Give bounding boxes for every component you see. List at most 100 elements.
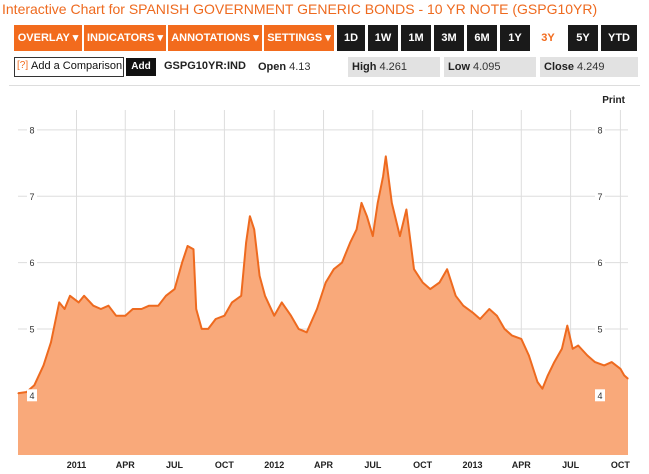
data-point [391, 202, 393, 204]
data-point [50, 341, 52, 343]
x-tick-label: APR [116, 460, 136, 470]
open-stat: Open 4.13 [254, 57, 340, 77]
data-point [611, 361, 613, 363]
close-value: 4.249 [576, 61, 605, 73]
y-tick-label-right: 5 [597, 324, 602, 334]
x-tick-label: JUL [166, 460, 184, 470]
yield-line [17, 155, 629, 395]
data-point [341, 262, 343, 264]
data-point [528, 354, 530, 357]
data-point [259, 275, 261, 277]
data-point [382, 175, 384, 177]
range-6m-button[interactable]: 6M [467, 25, 497, 51]
data-point [360, 202, 363, 204]
data-point [372, 235, 374, 237]
y-tick-label-left: 4 [29, 391, 34, 401]
x-tick-label: APR [512, 460, 532, 470]
data-point [107, 305, 110, 307]
data-point [165, 295, 167, 297]
page-title: Interactive Chart for SPANISH GOVERNMENT… [2, 1, 598, 17]
y-tick-label-right: 4 [597, 391, 602, 401]
range-1w-button[interactable]: 1W [368, 25, 398, 51]
close-stat: Close 4.249 [540, 57, 638, 77]
chart-toolbar: OVERLAY ▾ INDICATORS ▾ ANNOTATIONS ▾ SET… [14, 25, 638, 51]
low-label: Low [448, 61, 470, 73]
data-point [316, 308, 318, 310]
data-point [69, 295, 71, 297]
data-point [58, 301, 60, 303]
y-tick-label-left: 6 [29, 258, 34, 268]
data-point [561, 348, 563, 350]
data-point [306, 331, 308, 333]
range-3m-button[interactable]: 3M [434, 25, 464, 51]
data-point [192, 248, 195, 250]
print-link[interactable]: Print [602, 95, 625, 106]
y-tick-box [595, 190, 605, 203]
comparison-field[interactable]: [?] Add a Comparison [14, 57, 124, 77]
data-point [17, 392, 19, 394]
close-label: Close [544, 61, 574, 73]
data-point [356, 228, 358, 230]
range-1y-button[interactable]: 1Y [500, 25, 530, 51]
data-point [429, 288, 431, 290]
data-point [349, 242, 351, 244]
y-tick-label-left: 8 [29, 125, 34, 135]
y-tick-label-right: 7 [597, 192, 602, 202]
x-tick-label: JUL [364, 460, 382, 470]
data-point [33, 384, 35, 386]
data-point [100, 308, 102, 310]
range-1m-button[interactable]: 1M [401, 25, 431, 51]
data-point [181, 262, 183, 264]
data-point [187, 245, 189, 247]
comparison-input[interactable]: Add a Comparison [31, 60, 123, 72]
y-tick-box [595, 322, 605, 335]
data-point [42, 364, 45, 366]
data-point [446, 268, 448, 270]
data-point [140, 308, 143, 310]
x-tick-label: OCT [611, 460, 631, 470]
data-point [572, 348, 574, 350]
chart-panel [9, 85, 640, 474]
data-point [64, 308, 66, 310]
add-comparison-button[interactable]: Add [126, 58, 156, 76]
data-point [245, 242, 247, 244]
data-point [273, 315, 275, 317]
range-5y-button[interactable]: 5Y [568, 25, 598, 51]
overlay-menu-button[interactable]: OVERLAY ▾ [14, 25, 82, 51]
data-point [366, 215, 368, 217]
y-tick-box [595, 256, 605, 269]
x-tick-label: APR [314, 460, 334, 470]
y-tick-box [27, 322, 37, 335]
data-point [619, 368, 622, 370]
quote-info-row: [?] Add a Comparison Add GSPG10YR:IND Op… [14, 57, 638, 77]
data-point [215, 318, 217, 320]
y-tick-label-left: 7 [29, 192, 34, 202]
data-point [240, 295, 242, 297]
y-tick-box [595, 389, 605, 402]
data-point [479, 318, 481, 320]
range-1d-button[interactable]: 1D [337, 25, 365, 51]
y-tick-box [27, 256, 37, 269]
data-point [438, 281, 441, 284]
indicators-menu-button[interactable]: INDICATORS ▾ [84, 25, 166, 51]
data-point [566, 325, 568, 327]
data-point [511, 335, 513, 337]
y-tick-label-right: 8 [597, 125, 602, 135]
data-point [405, 208, 407, 211]
data-point [231, 301, 233, 303]
x-tick-label: JUL [562, 460, 580, 470]
data-point [223, 315, 225, 317]
range-ytd-button[interactable]: YTD [601, 25, 637, 51]
y-tick-label-right: 6 [597, 258, 602, 268]
ticker-symbol: GSPG10YR:IND [164, 60, 246, 72]
range-3y-button[interactable]: 3Y [533, 25, 563, 51]
data-point [124, 315, 126, 317]
open-value: 4.13 [289, 61, 311, 73]
annotations-menu-button[interactable]: ANNOTATIONS ▾ [168, 25, 262, 51]
settings-menu-button[interactable]: SETTINGS ▾ [264, 25, 334, 51]
help-icon[interactable]: [?] [17, 60, 29, 71]
data-point [201, 328, 203, 330]
data-point [333, 268, 335, 270]
low-value: 4.095 [473, 61, 501, 73]
